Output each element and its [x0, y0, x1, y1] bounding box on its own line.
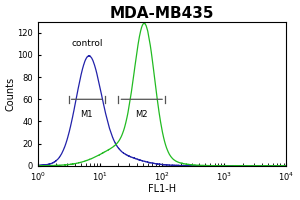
Text: control: control	[72, 39, 103, 48]
Y-axis label: Counts: Counts	[6, 77, 16, 111]
Title: MDA-MB435: MDA-MB435	[110, 6, 214, 21]
Text: M2: M2	[136, 110, 148, 119]
Text: M1: M1	[80, 110, 93, 119]
X-axis label: FL1-H: FL1-H	[148, 184, 176, 194]
